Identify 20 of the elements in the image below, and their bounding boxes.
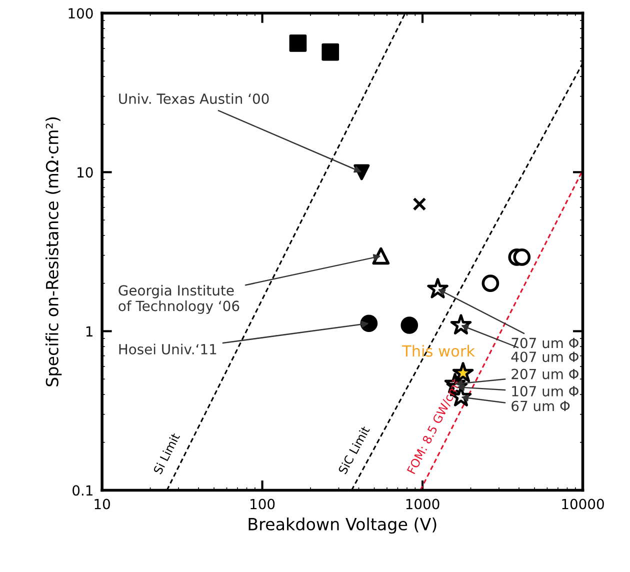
- x-tick-label: 10000: [562, 498, 604, 510]
- x-axis-title: Breakdown Voltage (V): [248, 518, 436, 534]
- annotation: 707 um Φ: [512, 338, 578, 348]
- x-tick-label: 100: [250, 498, 275, 510]
- x-tick-label: 1000: [406, 498, 440, 510]
- annotation: 107 um Φ: [512, 386, 578, 396]
- y-tick-label: 10: [78, 167, 93, 178]
- annotation: 67 um Φ: [512, 400, 570, 412]
- y-axis-title: Specific on-Resistance (mΩ·cm²): [46, 117, 62, 386]
- annotation: This work: [402, 344, 476, 357]
- y-tick-label: 0.1: [72, 485, 92, 496]
- text: Si Limit: [152, 432, 180, 475]
- annotation: 207 um Φ: [512, 368, 578, 380]
- x-tick-label: 10: [94, 498, 110, 510]
- annotation: Georgia Institute of Technology ‘06: [118, 284, 240, 314]
- y-tick-label: 1: [86, 326, 92, 336]
- annotation: Univ. Texas Austin ‘00: [119, 93, 269, 104]
- annotation: Hosei Univ.‘11: [119, 344, 216, 354]
- annotation: 407 um Φ: [511, 352, 578, 362]
- y-tick-label: 100: [68, 8, 93, 19]
